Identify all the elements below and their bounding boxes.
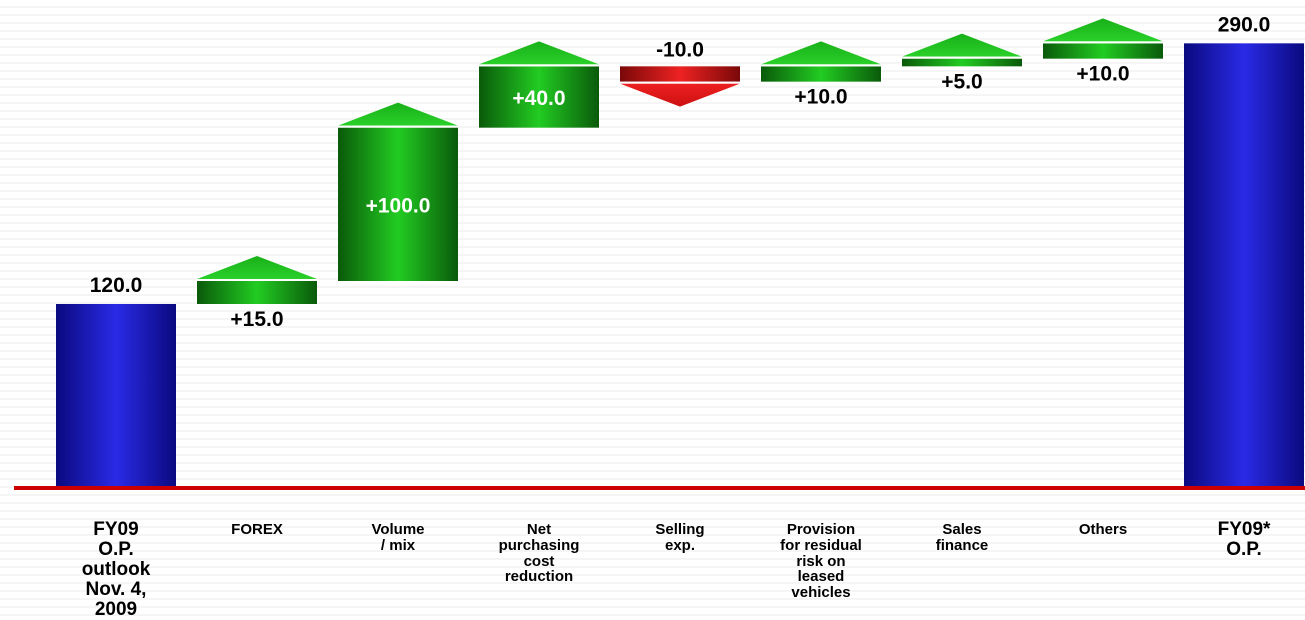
x-tick-label-line: O.P. xyxy=(98,538,134,560)
x-tick-label-fy09-o-p-outlook-nov-4-2009: FY09 O.P. outlook Nov. 4, 2009 xyxy=(51,520,181,620)
increase-arrow-others xyxy=(1043,18,1163,42)
x-tick-label-volume-mix: Volume / mix xyxy=(333,522,463,554)
x-tick-label-line: exp. xyxy=(664,536,695,554)
x-tick-label-line: purchasing xyxy=(498,536,580,554)
bar-provision-for-residual-risk-on-leased-vehicles xyxy=(761,66,881,82)
value-label-sales-finance: +5.0 xyxy=(941,70,982,93)
increase-arrow-provision-for-residual-risk-on-leased-vehicles xyxy=(761,41,881,65)
x-tick-label-line: reduction xyxy=(504,568,574,586)
x-tick-label-line: FOREX xyxy=(231,521,283,538)
increase-arrow-forex xyxy=(197,256,317,279)
x-tick-label-line: leased xyxy=(797,568,845,586)
x-tick-label-forex: FOREX xyxy=(192,522,322,538)
increase-arrow-volume-mix xyxy=(338,102,458,126)
x-tick-label-selling-exp: Selling exp. xyxy=(615,522,745,554)
decrease-arrow-selling-exp xyxy=(620,83,740,107)
x-tick-label-net-purchasing-cost-reduction: Net purchasing cost reduction xyxy=(474,522,604,585)
x-tick-label-line: outlook xyxy=(81,558,151,580)
bar-selling-exp xyxy=(620,66,740,82)
x-tick-label-line: Provision xyxy=(786,521,856,538)
x-tick-label-fy09-o-p: FY09* O.P. xyxy=(1179,520,1305,560)
value-label-others: +10.0 xyxy=(1076,63,1129,86)
value-label-volume-mix: +100.0 xyxy=(366,194,431,217)
bar-forex xyxy=(197,281,317,304)
value-label-net-purchasing-cost-reduction: +40.0 xyxy=(512,87,565,110)
increase-arrow-net-purchasing-cost-reduction xyxy=(479,41,599,65)
x-tick-label-line: FY09* xyxy=(1217,519,1271,540)
value-label-forex: +15.0 xyxy=(230,308,283,331)
x-tick-label-others: Others xyxy=(1038,522,1168,538)
chart-bars xyxy=(56,18,1304,488)
bar-net-purchasing-cost-reduction xyxy=(479,66,599,128)
x-tick-label-line: FY09 xyxy=(93,519,139,540)
value-label-fy09-o-p-outlook-nov-4-2009: 120.0 xyxy=(90,274,143,297)
value-label-fy09-o-p: 290.0 xyxy=(1218,13,1271,36)
x-tick-label-line: Others xyxy=(1078,521,1128,538)
x-tick-label-line: finance xyxy=(935,536,989,554)
increase-arrow-sales-finance xyxy=(902,33,1022,57)
chart-value-labels: 120.0 +15.0 +100.0 +40.0 -10.0 +10.0 +5.0 +10.0… xyxy=(90,13,1271,331)
x-tick-label-provision-for-residual-risk-on-leased-vehicles: Provision for residual risk on leased vehicl… xyxy=(756,522,886,601)
x-tick-label-line: cost xyxy=(523,552,555,570)
x-tick-label-sales-finance: Sales finance xyxy=(897,522,1027,554)
x-tick-label-line: Selling xyxy=(655,521,705,538)
x-tick-label-line: Sales xyxy=(942,521,982,538)
x-tick-label-line: for residual xyxy=(780,536,862,554)
x-tick-label-line: O.P. xyxy=(1226,538,1262,560)
x-tick-label-line: Volume xyxy=(371,521,425,538)
x-tick-label-line: Net xyxy=(526,521,552,538)
x-tick-label-line: risk on xyxy=(796,552,846,570)
value-label-provision-for-residual-risk-on-leased-vehicles: +10.0 xyxy=(794,86,847,109)
bar-others xyxy=(1043,43,1163,59)
bar-volume-mix xyxy=(338,127,458,282)
value-label-selling-exp: -10.0 xyxy=(656,38,704,61)
x-tick-label-line: / mix xyxy=(380,536,416,554)
bar-sales-finance xyxy=(902,58,1022,67)
x-tick-label-line: vehicles xyxy=(791,584,851,601)
x-tick-label-line: Nov. 4, xyxy=(85,578,147,600)
bar-fy09-o-p-outlook-nov-4-2009 xyxy=(56,304,176,488)
x-tick-label-line: 2009 xyxy=(94,598,138,620)
bar-fy09-o-p xyxy=(1184,43,1304,488)
